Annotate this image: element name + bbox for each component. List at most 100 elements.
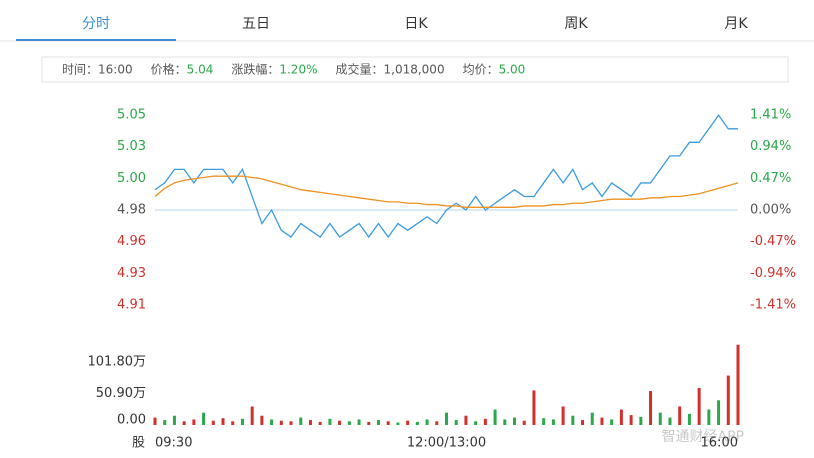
volume-bar [493, 409, 497, 425]
volume-bar [474, 421, 478, 425]
info-value: 16:00 [98, 63, 133, 77]
volume-axis-label: 股 [132, 436, 145, 451]
volume-bar [415, 421, 419, 425]
y2-tick-label: 0.94% [750, 139, 791, 154]
volume-bar [532, 390, 536, 425]
volume-bar [260, 415, 264, 425]
volume-bar [542, 418, 546, 425]
info-label: 涨跌幅： [231, 62, 279, 77]
volume-bar [376, 420, 380, 425]
volume-bar [736, 344, 740, 425]
y2-tick-label: 0.47% [750, 171, 791, 186]
volume-bar [221, 418, 225, 425]
tab[interactable]: 分时 [82, 16, 110, 32]
volume-bar [163, 420, 167, 425]
info-value: 5.00 [499, 63, 526, 77]
volume-bar [658, 412, 662, 425]
y-tick-label: 4.91 [117, 298, 146, 313]
volume-bar [211, 420, 215, 425]
volume-bar [425, 419, 429, 425]
volume-bar [513, 417, 517, 425]
volume-bar [396, 422, 400, 425]
x-tick-label: 16:00 [701, 436, 738, 451]
y-tick-label: 4.96 [117, 234, 146, 249]
info-label: 均价： [463, 63, 499, 77]
volume-bar [279, 420, 283, 425]
info-label: 时间： [62, 63, 98, 77]
volume-bar [357, 419, 361, 425]
info-label: 成交量： [335, 62, 383, 77]
tab[interactable]: 日K [404, 16, 428, 32]
volume-bar [590, 412, 594, 425]
volume-bar [639, 416, 643, 425]
y-tick-label: 4.93 [117, 266, 146, 281]
volume-bar [581, 420, 585, 425]
y-tick-label: 5.05 [117, 108, 146, 123]
average-line [154, 175, 739, 208]
volume-bar [600, 417, 604, 425]
volume-bar [551, 419, 555, 425]
volume-bar [289, 421, 293, 425]
volume-bar [629, 415, 633, 425]
volume-bar [678, 406, 682, 425]
tab-active-underline [16, 39, 176, 41]
volume-bar [347, 421, 351, 425]
watermark: 智通财经APP [662, 429, 744, 445]
volume-bar [192, 419, 196, 425]
volume-tick-label: 50.90万 [96, 386, 146, 401]
volume-bar [386, 421, 390, 425]
volume-bar [299, 417, 303, 425]
volume-tick-label: 0.00 [117, 413, 146, 428]
volume-bar [338, 420, 342, 425]
x-tick-label: 12:00/13:00 [407, 436, 486, 451]
volume-bar [668, 417, 672, 425]
volume-bar [454, 420, 458, 425]
volume-bar [308, 420, 312, 425]
tab[interactable]: 五日 [242, 16, 270, 32]
volume-bar [571, 415, 575, 425]
info-bar [41, 56, 789, 83]
volume-tick-label: 101.80万 [88, 355, 147, 370]
volume-bar [172, 415, 176, 425]
info-value: 1,018,000 [384, 63, 445, 77]
y2-tick-label: 1.41% [750, 108, 791, 123]
volume-bar [250, 406, 254, 425]
volume-bar [367, 421, 371, 425]
y2-tick-label: 0.00% [750, 203, 791, 218]
y-tick-label: 5.00 [117, 171, 146, 186]
y2-tick-label: -1.41% [750, 298, 796, 313]
y2-tick-label: -0.94% [750, 266, 796, 281]
tab[interactable]: 月K [724, 16, 748, 32]
volume-bar [182, 421, 186, 425]
y-tick-label: 4.98 [117, 203, 146, 218]
volume-bar [435, 421, 439, 425]
volume-bar [717, 400, 721, 425]
price-line [154, 114, 738, 239]
tab[interactable]: 周K [564, 16, 588, 32]
y2-tick-label: -0.47% [750, 234, 796, 249]
info-label: 价格： [151, 62, 187, 77]
volume-bar [153, 417, 157, 425]
volume-bar [464, 415, 468, 425]
volume-bar [483, 418, 487, 425]
volume-bar [240, 418, 244, 425]
y-tick-label: 5.03 [117, 139, 146, 154]
volume-bar [649, 391, 653, 425]
volume-bar [406, 420, 410, 425]
volume-bar [503, 419, 507, 425]
volume-bar [697, 387, 701, 425]
volume-bar [328, 418, 332, 425]
volume-bar [270, 419, 274, 425]
volume-bar [610, 419, 614, 425]
volume-bar [318, 421, 322, 425]
volume-bar [707, 409, 711, 425]
info-value: 1.20% [279, 63, 317, 77]
info-value: 5.04 [187, 63, 214, 77]
volume-bar [202, 412, 206, 425]
volume-bar [619, 409, 623, 425]
volume-bar [726, 375, 730, 425]
volume-bar [522, 420, 526, 425]
x-tick-label: 09:30 [155, 436, 192, 451]
volume-bar [231, 421, 235, 425]
